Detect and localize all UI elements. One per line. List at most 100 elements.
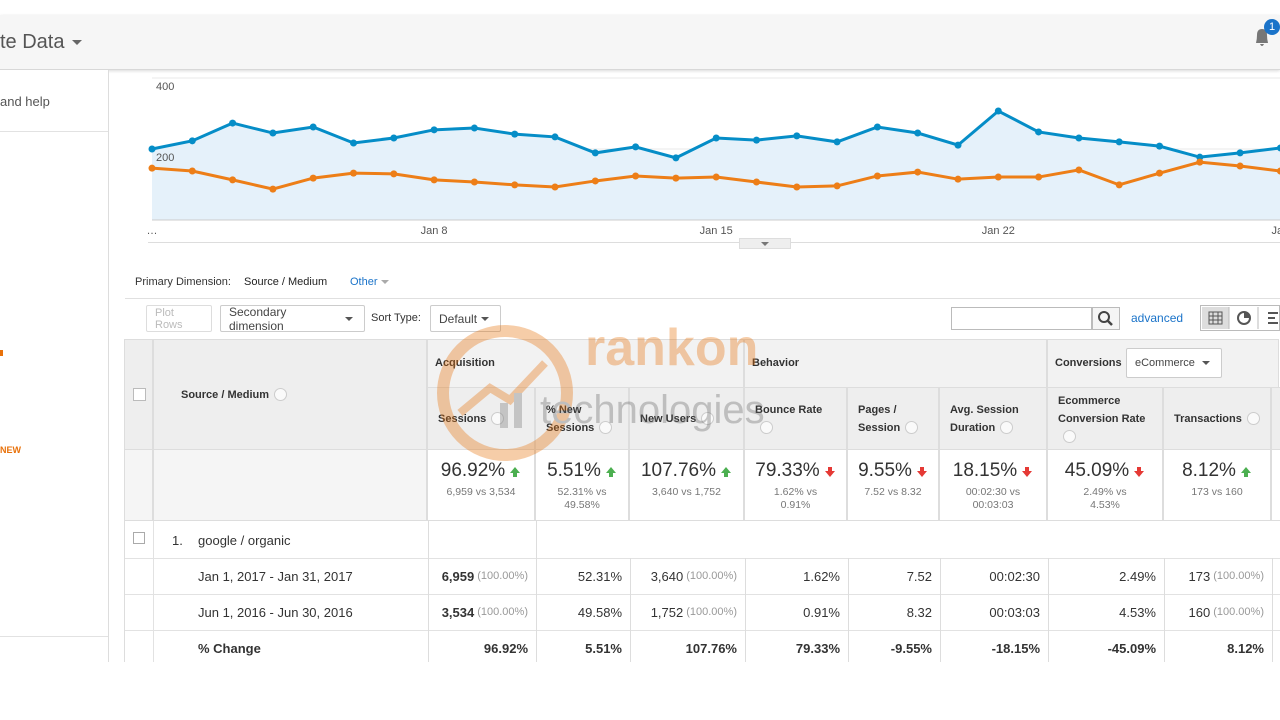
point: [712, 173, 720, 181]
chart-toggle[interactable]: [739, 238, 791, 249]
value-cell: 160 (100.00%): [1164, 594, 1272, 630]
column-title-wrap: % New Sessions: [546, 401, 618, 437]
point: [269, 185, 277, 193]
row-label[interactable]: google / organic: [198, 533, 291, 548]
value-cell: -9.55%: [848, 630, 940, 662]
help-icon: [701, 412, 715, 426]
help-icon: [905, 421, 919, 435]
share: (100.00%): [1213, 606, 1264, 618]
summary-detail: 52.31% vs 49.58%: [557, 486, 607, 511]
value-cell: 173 (100.00%): [1164, 558, 1272, 594]
value-cell: 1.62%: [745, 558, 848, 594]
column-title: New Users: [640, 412, 697, 425]
column-header: Pages / Session: [847, 387, 939, 450]
point: [954, 175, 962, 183]
point: [430, 126, 438, 134]
row-divider: [125, 630, 1280, 631]
divider: [0, 636, 108, 637]
point: [1236, 149, 1244, 157]
trend-arrow: [605, 466, 616, 477]
point: [1276, 167, 1280, 175]
summary-value-line: 9.55%: [858, 460, 928, 482]
column-title-wrap: New Users: [640, 410, 715, 428]
summary-value: 18.15%: [952, 460, 1018, 481]
primary-value[interactable]: Source / Medium: [244, 276, 328, 288]
group-header: Conversions: [1047, 339, 1279, 388]
point: [1196, 158, 1204, 166]
summary-cell: 96.92% 6,959 vs 3,534: [427, 449, 535, 521]
sort-label: Sort Type:: [371, 312, 421, 324]
view-switcher[interactable]: [1200, 305, 1280, 331]
point: [1156, 169, 1163, 177]
value: 49.58%: [577, 604, 622, 620]
divider: [0, 131, 108, 132]
summary-cell: [1271, 449, 1280, 521]
x-tick-label: Jan: [1272, 225, 1280, 237]
summary-value: 9.55%: [858, 460, 912, 481]
point: [793, 183, 801, 191]
point: [229, 119, 237, 127]
other-dimension[interactable]: Other: [350, 276, 378, 288]
summary-value-line: 18.15%: [953, 460, 1033, 482]
active-marker: [0, 350, 3, 356]
bell-icon[interactable]: [1252, 25, 1272, 49]
summary-value-line: 107.76%: [641, 460, 732, 482]
group-title: Acquisition: [435, 357, 495, 369]
row-label: Jun 1, 2016 - Jun 30, 2016: [198, 605, 353, 620]
divider: [148, 242, 1280, 243]
trend-arrow: [1240, 466, 1251, 477]
summary-cell: 9.55% 7.52 vs 8.32: [847, 449, 939, 521]
point: [753, 178, 760, 186]
checkbox[interactable]: [133, 388, 146, 401]
sort-select[interactable]: Default: [430, 305, 501, 332]
column-header: Transactions: [1163, 387, 1271, 450]
value-cell: -18.15%: [940, 630, 1048, 662]
notification-badge: 1: [1264, 19, 1280, 35]
point: [712, 134, 720, 142]
advanced-link[interactable]: advanced: [1131, 311, 1184, 325]
trend-arrow: [721, 466, 731, 477]
x-tick-label: Jan 8: [421, 225, 448, 237]
search-input[interactable]: [951, 307, 1092, 330]
plot-rows-button[interactable]: Plot Rows: [146, 305, 212, 332]
column-title: Ecommerce Conversion Rate: [1058, 394, 1146, 425]
conversion-select[interactable]: eCommerce: [1126, 348, 1222, 378]
summary-value-line: 79.33%: [755, 460, 835, 482]
point: [873, 123, 881, 131]
secondary-dimension-select[interactable]: Secondary dimension: [220, 304, 365, 333]
point: [551, 133, 559, 141]
column-header: New Users: [629, 387, 744, 450]
share: (100.00%): [686, 570, 737, 582]
summary-value-line: 96.92%: [441, 460, 521, 482]
value-cell: 8.12%: [1164, 630, 1272, 662]
sidebar-link[interactable]: and help: [0, 94, 50, 109]
select-label: eCommerce: [1135, 357, 1195, 369]
point: [1276, 144, 1280, 152]
data-table: Source / Medium Acquisition Behavior Conver…: [124, 339, 1280, 662]
view-title[interactable]: te Data: [0, 31, 65, 53]
select-label: Secondary dimension: [229, 304, 287, 333]
checkbox[interactable]: [133, 532, 145, 544]
point: [350, 169, 357, 177]
y-tick-label: 400: [156, 81, 174, 93]
point: [390, 170, 398, 178]
search-button[interactable]: [1092, 307, 1120, 330]
value-cell: 0.91%: [745, 594, 848, 630]
value: 1.62%: [803, 568, 840, 584]
point: [1075, 134, 1083, 142]
share: (100.00%): [477, 606, 528, 618]
point: [994, 173, 1002, 181]
summary-detail: 6,959 vs 3,534: [446, 486, 516, 498]
summary-cell: 79.33% 1.62% vs 0.91%: [744, 449, 847, 521]
x-tick-label: Jan 15: [700, 225, 733, 237]
value-cell: 3,534 (100.00%): [428, 594, 536, 630]
column-title-wrap: Ecommerce Conversion Rate: [1058, 392, 1152, 446]
point: [148, 145, 156, 153]
column-title: Transactions: [1174, 412, 1242, 425]
column-divider: [153, 521, 154, 662]
column-title-wrap: Bounce Rate: [755, 401, 836, 437]
trend-arrow: [1022, 466, 1033, 477]
value: 4.53%: [1119, 604, 1156, 620]
row-index: 1.: [172, 533, 183, 548]
value-cell: 4.53%: [1048, 594, 1164, 630]
